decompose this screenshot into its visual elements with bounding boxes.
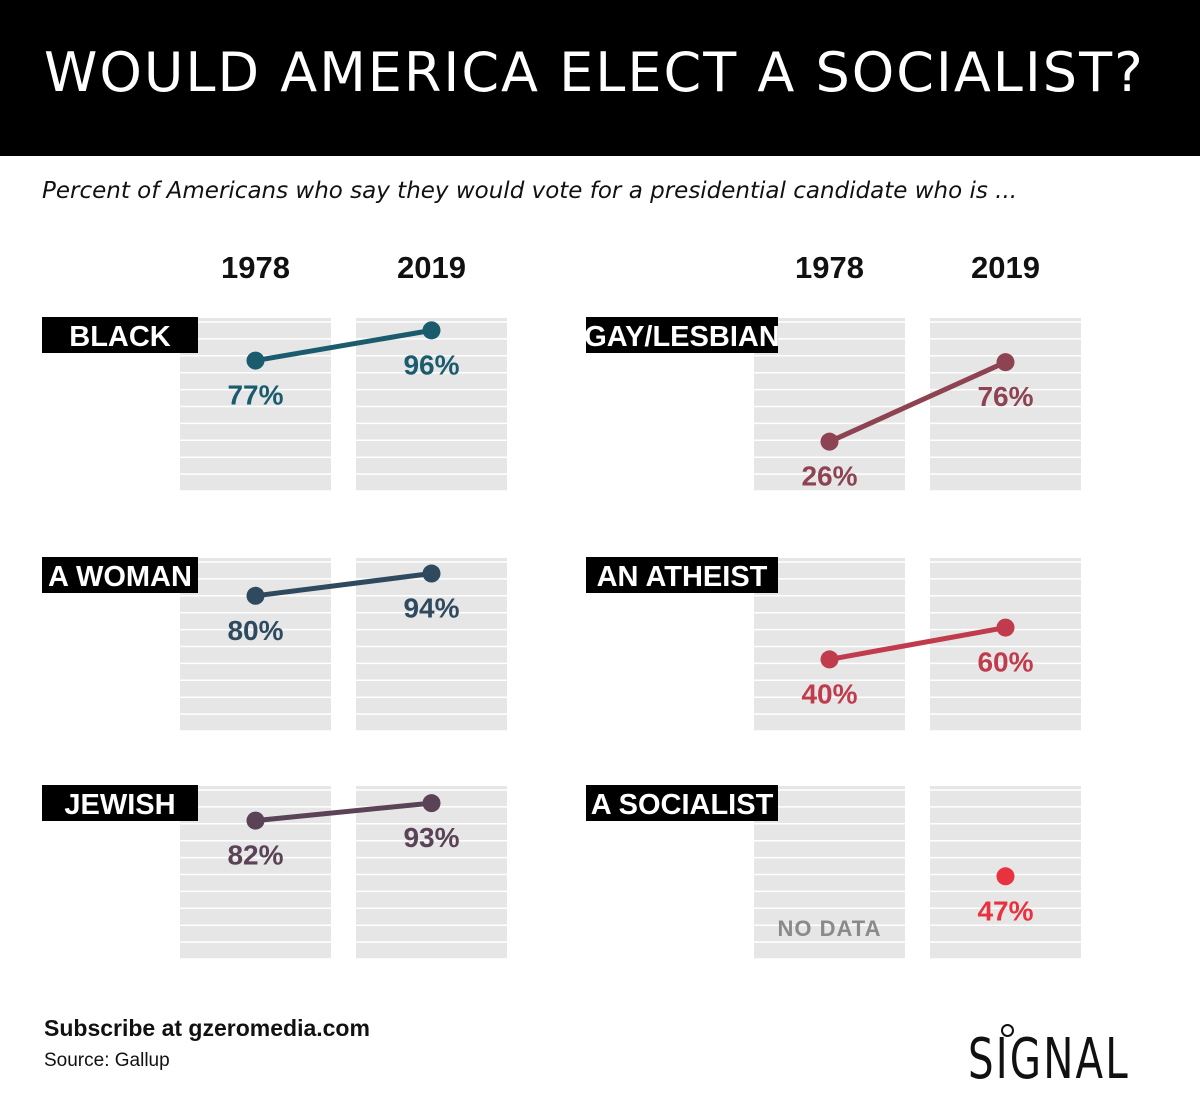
subscribe-text: Subscribe at gzeromedia.com <box>44 1015 370 1041</box>
panel-gay-lesbian: GAY/LESBIAN 26% 76% <box>584 317 1081 492</box>
no-data-label: NO DATA <box>778 916 882 941</box>
data-point-1978 <box>246 586 265 605</box>
data-label-2019: 94% <box>403 593 459 624</box>
panel-bg-2019 <box>356 558 507 731</box>
data-label-1978: 80% <box>227 615 283 646</box>
year-label-2019-col2: 2019 <box>971 250 1040 285</box>
category-label: A SOCIALIST <box>591 789 774 821</box>
panel-bg-2019 <box>930 558 1081 731</box>
data-label-2019: 47% <box>977 895 1033 926</box>
data-label-2019: 60% <box>977 647 1033 678</box>
data-point-2019 <box>996 353 1015 372</box>
data-label-1978: 82% <box>227 840 283 871</box>
signal-logo: SIGNAL <box>968 1024 1140 1096</box>
data-point-2019 <box>996 618 1015 637</box>
category-badge <box>42 557 198 593</box>
panel-bg-1978 <box>754 558 905 731</box>
data-label-1978: 77% <box>227 380 283 411</box>
category-badge <box>586 785 778 821</box>
source-note: Source: Gallup <box>44 1050 170 1071</box>
series-line <box>253 800 434 824</box>
data-label-2019: 93% <box>403 822 459 853</box>
data-label-1978: 26% <box>801 461 857 492</box>
category-badge <box>586 557 778 593</box>
category-label: A WOMAN <box>48 561 192 593</box>
category-badge <box>42 317 198 353</box>
data-point-2019 <box>422 321 441 340</box>
panel-bg-1978 <box>754 786 905 959</box>
data-point-1978 <box>820 650 839 669</box>
panel-bg-1978 <box>754 318 905 491</box>
panel-a-woman: A WOMAN 80% 94% <box>42 557 507 732</box>
data-point-1978 <box>246 811 265 830</box>
data-label-2019: 76% <box>977 381 1033 412</box>
panel-jewish: JEWISH 82% 93% <box>42 785 507 960</box>
year-label-1978-col1: 1978 <box>221 250 290 285</box>
chart-subtitle: Percent of Americans who say they would … <box>42 178 1018 204</box>
panel-an-atheist: AN ATHEIST 40% 60% <box>586 557 1081 732</box>
panel-bg-2019 <box>356 786 507 959</box>
data-point-1978 <box>246 351 265 370</box>
category-label: AN ATHEIST <box>597 561 768 593</box>
header-bar: WOULD AMERICA ELECT A SOCIALIST? <box>0 0 1200 156</box>
panel-black: BLACK 77% 96% <box>42 317 507 492</box>
panel-bg-1978 <box>180 318 331 491</box>
series-line <box>253 327 434 364</box>
data-point-2019 <box>422 794 441 813</box>
logo-dot-icon <box>1001 1024 1014 1037</box>
year-label-2019-col1: 2019 <box>397 250 466 285</box>
page-title: WOULD AMERICA ELECT A SOCIALIST? <box>44 41 1145 104</box>
data-label-1978: 40% <box>801 678 857 709</box>
series-line <box>827 625 1008 662</box>
small-multiples-chart: 1978 2019 1978 2019 BLACK 77% 96% A WOMAN 80% 94%… <box>42 250 1081 960</box>
data-label-2019: 96% <box>403 349 459 380</box>
category-badge <box>42 785 198 821</box>
panel-bg-2019 <box>356 318 507 491</box>
series-line <box>827 359 1008 445</box>
category-label: JEWISH <box>64 789 175 821</box>
logo-text: SIGNAL <box>968 1027 1130 1092</box>
category-badge <box>586 317 778 353</box>
data-point-2019 <box>996 867 1015 886</box>
year-label-1978-col2: 1978 <box>795 250 864 285</box>
series-line <box>253 571 434 599</box>
data-point-2019 <box>422 564 441 583</box>
category-label: BLACK <box>69 321 171 353</box>
panel-bg-2019 <box>930 318 1081 491</box>
data-point-1978 <box>820 432 839 451</box>
category-label: GAY/LESBIAN <box>584 321 780 353</box>
panel-a-socialist: A SOCIALIST NO DATA 47% <box>586 785 1081 960</box>
